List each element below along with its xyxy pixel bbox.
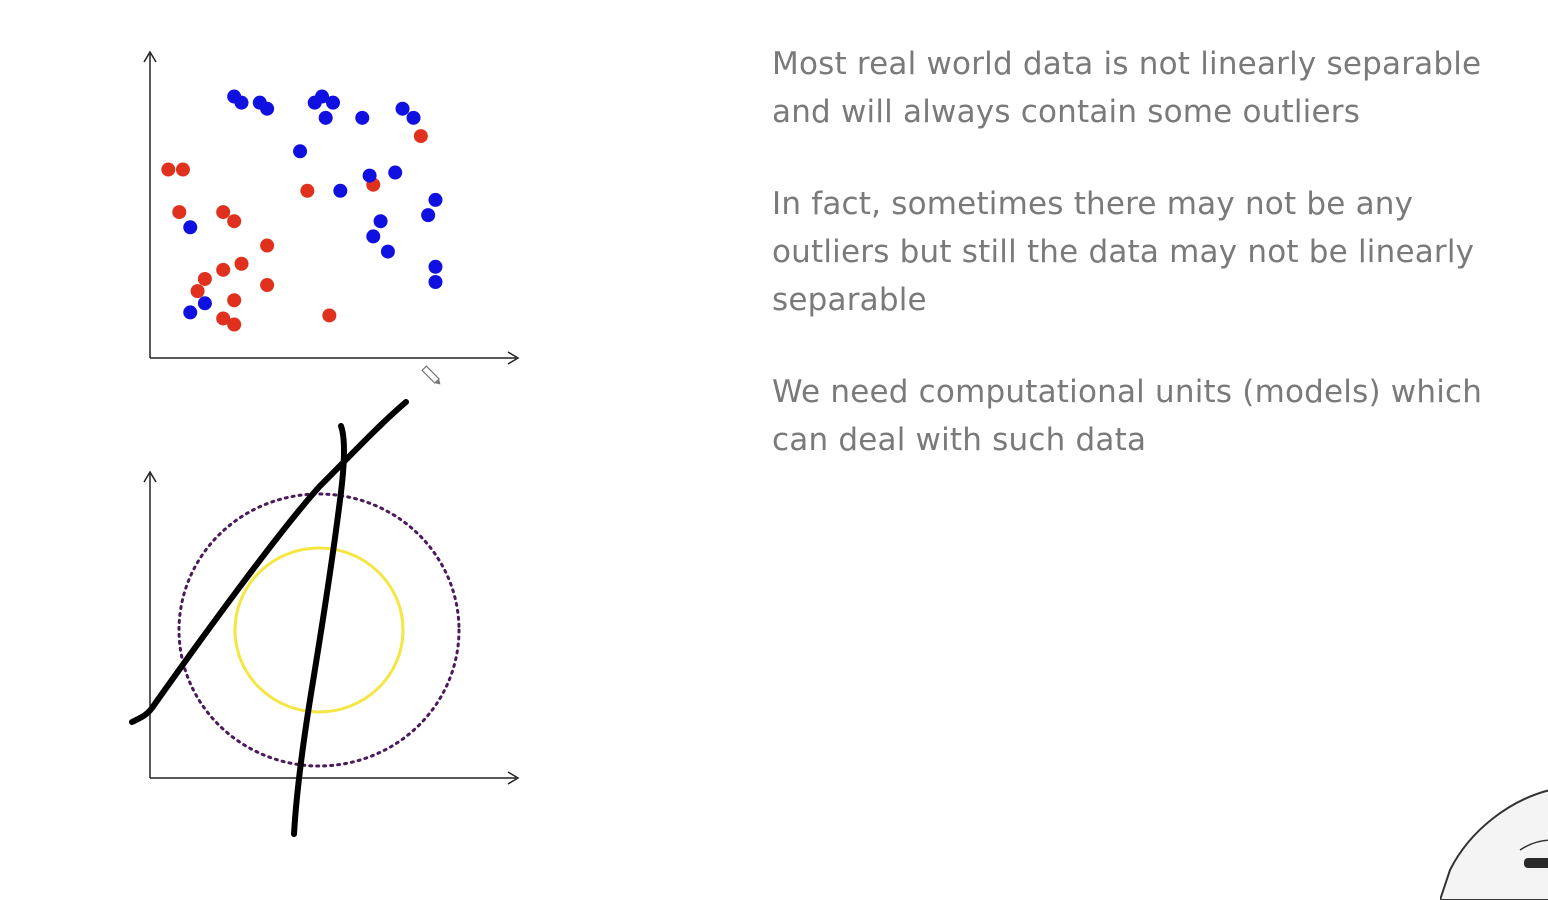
blue-point (293, 144, 308, 159)
red-point (227, 293, 242, 308)
blue-point (362, 168, 377, 183)
bullet-3: We need computational units (models) whi… (772, 368, 1532, 464)
blue-point (260, 101, 275, 116)
blue-point (355, 110, 370, 125)
ink-line-diagonal (129, 399, 409, 725)
circles-y-axis (143, 470, 157, 778)
red-point (300, 183, 315, 198)
blue-point (315, 89, 330, 104)
circles-diagram (129, 399, 520, 837)
scatter-points (161, 89, 443, 332)
red-point (234, 256, 249, 271)
blue-point (234, 95, 249, 110)
blue-point (428, 259, 443, 274)
red-point (216, 311, 231, 326)
red-point (413, 129, 428, 144)
blue-point (333, 183, 348, 198)
red-point (172, 205, 187, 220)
bullet-list: Most real world data is not linearly sep… (772, 40, 1532, 508)
red-point (260, 278, 275, 293)
pen-cursor-icon (421, 365, 441, 385)
inner-ring (233, 546, 405, 714)
bullet-2: In fact, sometimes there may not be any … (772, 180, 1532, 324)
red-point (227, 317, 242, 332)
red-point (260, 238, 275, 253)
blue-point (197, 296, 212, 311)
blue-point (406, 110, 421, 125)
red-point (161, 162, 176, 177)
bullet-2-line-2: outliers but still the data may not be l… (772, 234, 1475, 270)
red-point (322, 308, 337, 323)
red-point (190, 284, 205, 299)
scatter-x-axis (150, 351, 520, 365)
blue-point (388, 165, 403, 180)
figure (129, 50, 520, 837)
outer-ring (177, 492, 461, 768)
blue-point (428, 275, 443, 289)
red-point (216, 205, 231, 220)
blue-point (366, 229, 381, 244)
red-point (175, 162, 190, 177)
red-point (216, 262, 231, 277)
presenter-figure (1440, 789, 1548, 900)
red-point (197, 271, 212, 286)
blue-point (428, 192, 443, 207)
blue-point (380, 244, 395, 259)
blue-point (183, 305, 198, 320)
bullet-1-line-2: and will always contain some outliers (772, 94, 1361, 130)
blue-point (318, 110, 333, 125)
scatter-plot (143, 50, 520, 365)
blue-point (326, 95, 340, 110)
blue-point (395, 101, 410, 116)
blue-point (183, 220, 198, 235)
ink-line-steep (291, 423, 347, 837)
slide: Most real world data is not linearly sep… (129, 40, 1548, 900)
blue-point (373, 214, 388, 229)
bullet-3-line-1: We need computational units (models) whi… (772, 374, 1483, 410)
bullet-2-line-1: In fact, sometimes there may not be any (772, 186, 1414, 222)
circles-x-axis (150, 771, 520, 785)
bullet-1-line-1: Most real world data is not linearly sep… (772, 46, 1482, 82)
red-point (227, 214, 242, 229)
bullet-3-line-2: can deal with such data (772, 422, 1147, 458)
blue-point (421, 208, 436, 223)
scatter-y-axis (143, 50, 157, 358)
bullet-2-line-3: separable (772, 282, 927, 318)
bullet-1: Most real world data is not linearly sep… (772, 40, 1532, 136)
